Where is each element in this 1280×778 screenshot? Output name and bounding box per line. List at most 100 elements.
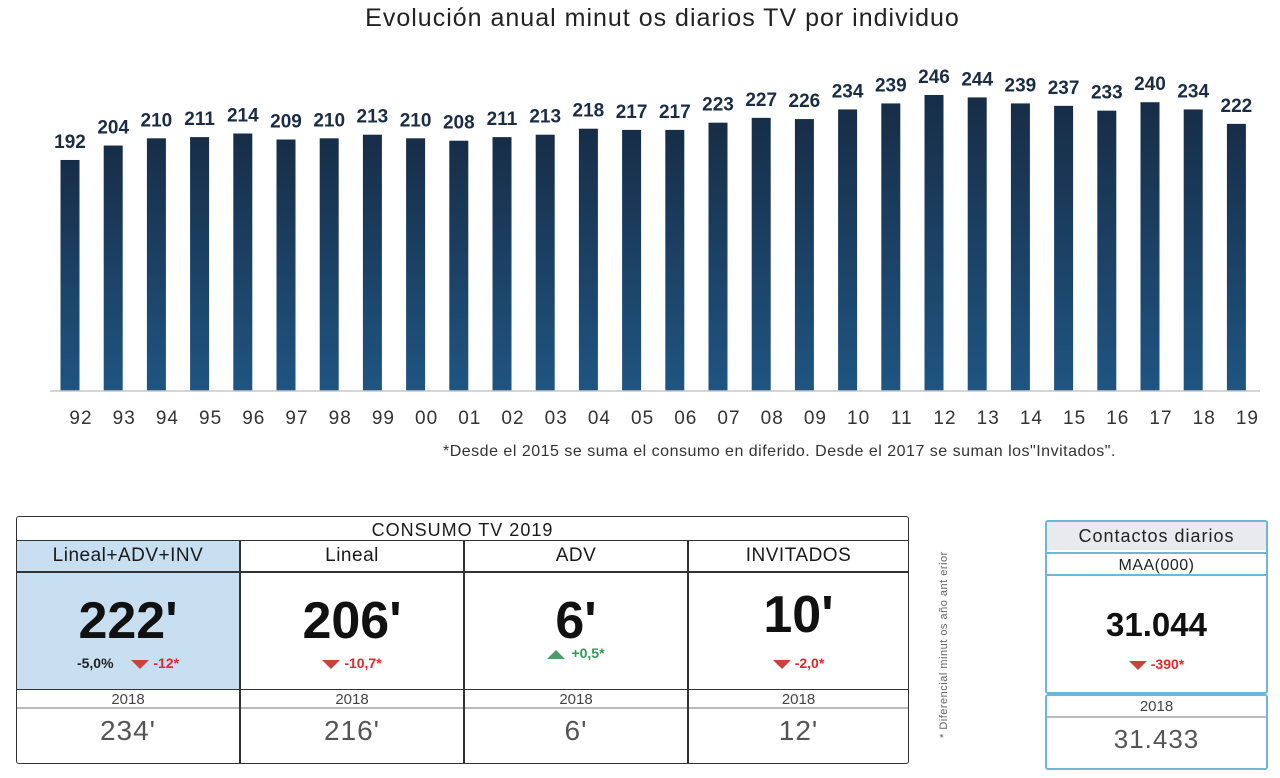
up-triangle-icon xyxy=(547,649,566,659)
x-tick-label: 94 xyxy=(156,408,179,429)
x-tick-label: 97 xyxy=(285,408,308,429)
column-divider xyxy=(463,541,465,763)
bar-17 xyxy=(1140,102,1160,391)
x-tick-label: 92 xyxy=(69,408,92,429)
x-tick-label: 12 xyxy=(933,408,956,429)
bar-value-label: 210 xyxy=(313,110,345,131)
bar-value-label: 214 xyxy=(227,106,259,127)
delta-value-total: -12* xyxy=(153,655,180,671)
bar-05 xyxy=(622,129,642,392)
year-label-adv: 2018 xyxy=(465,689,687,709)
chart-title: Evolución anual minut os diarios TV por … xyxy=(365,4,960,32)
x-tick-label: 15 xyxy=(1063,408,1086,429)
x-tick-label: 14 xyxy=(1020,408,1043,429)
x-tick-label: 00 xyxy=(415,408,438,429)
bar-08 xyxy=(751,117,771,391)
x-tick-label: 05 xyxy=(631,408,654,429)
x-tick-label: 95 xyxy=(199,408,222,429)
consumo-col-invitados: INVITADOS 10' -2,0* 2018 12' xyxy=(689,541,908,763)
col-header-total: Lineal+ADV+INV xyxy=(17,541,239,573)
value-adv: 6' xyxy=(555,592,597,650)
bar-13 xyxy=(967,97,987,392)
bar-94 xyxy=(146,138,166,391)
chart-footnote: *Desde el 2015 se suma el consumo en dif… xyxy=(443,443,1116,460)
col-main-lineal: 206' -10,7* xyxy=(241,573,463,689)
prev-value-invitados: 12' xyxy=(778,715,819,746)
bar-04 xyxy=(578,128,598,392)
bar-value-label: 239 xyxy=(875,75,907,96)
x-tick-label: 06 xyxy=(674,408,697,429)
bar-09 xyxy=(794,119,814,392)
year-label-invitados: 2018 xyxy=(689,689,908,709)
delta-total: -5,0% -12* xyxy=(17,655,239,671)
bar-value-label: 218 xyxy=(573,101,605,122)
x-tick-label: 19 xyxy=(1236,408,1259,429)
delta-invitados: -2,0* xyxy=(689,655,908,671)
bar-93 xyxy=(103,145,123,391)
x-tick-label: 17 xyxy=(1149,408,1172,429)
bar-99 xyxy=(362,134,382,391)
side-note-text: * Diferencial minut os año ant erior xyxy=(938,551,950,738)
bar-value-label: 209 xyxy=(270,112,302,133)
year-label-total: 2018 xyxy=(17,689,239,709)
bar-96 xyxy=(233,133,253,391)
contactos-panel: Contactos diarios MAA(000) 31.044 -390* xyxy=(1045,520,1268,694)
bar-18 xyxy=(1183,109,1203,391)
bar-value-label: 233 xyxy=(1091,83,1123,104)
bar-value-label: 234 xyxy=(1177,81,1209,102)
x-tick-label: 09 xyxy=(804,408,827,429)
bar-value-label: 227 xyxy=(745,90,777,111)
bar-03 xyxy=(535,134,555,391)
bar-value-label: 234 xyxy=(832,81,864,102)
column-divider xyxy=(687,541,689,763)
bar-12 xyxy=(924,95,944,391)
x-tick-label: 99 xyxy=(372,408,395,429)
down-triangle-icon xyxy=(772,659,791,669)
delta-adv: +0,5* xyxy=(465,645,687,661)
contactos-subtitle: MAA(000) xyxy=(1047,552,1266,576)
x-tick-label: 10 xyxy=(847,408,870,429)
down-triangle-icon xyxy=(322,659,341,669)
bar-95 xyxy=(190,137,210,391)
bar-00 xyxy=(406,138,426,391)
x-tick-label: 11 xyxy=(891,408,913,429)
delta-lineal: -10,7* xyxy=(241,655,463,671)
consumo-col-total: Lineal+ADV+INV 222' -5,0% -12* 2018 234' xyxy=(17,541,239,763)
bar-value-label: 240 xyxy=(1134,74,1166,95)
prev-value-total: 234' xyxy=(99,715,157,746)
bar-11 xyxy=(881,103,901,392)
bar-92 xyxy=(60,159,80,391)
contactos-delta-value: -390* xyxy=(1150,656,1185,672)
down-triangle-icon xyxy=(131,659,150,669)
contactos-prev-panel: 2018 31.433 xyxy=(1045,694,1268,770)
bars-group: 192 92 204 93 210 94 211 95 214 96 209 97 210 98 213 99… xyxy=(54,67,1259,429)
bar-value-label: 211 xyxy=(184,109,215,130)
delta-pct-total: -5,0% xyxy=(76,655,114,671)
contactos-delta: -390* xyxy=(1047,656,1266,672)
value-invitados: 10' xyxy=(763,586,834,644)
value-lineal: 206' xyxy=(302,592,402,650)
col-main-total: 222' -5,0% -12* xyxy=(17,573,239,689)
year-label-lineal: 2018 xyxy=(241,689,463,709)
x-tick-label: 07 xyxy=(717,408,740,429)
bar-97 xyxy=(276,139,296,391)
prev-value-lineal: 216' xyxy=(323,715,381,746)
consumo-col-lineal: Lineal 206' -10,7* 2018 216' xyxy=(241,541,463,763)
x-tick-label: 04 xyxy=(588,408,611,429)
down-triangle-icon xyxy=(1128,660,1147,670)
x-tick-label: 01 xyxy=(458,408,481,429)
bar-value-label: 204 xyxy=(97,118,129,139)
prev-value-adv: 6' xyxy=(564,715,588,746)
bar-16 xyxy=(1097,110,1117,391)
x-tick-label: 08 xyxy=(761,408,784,429)
contactos-title: Contactos diarios xyxy=(1047,522,1266,550)
bar-value-label: 246 xyxy=(918,67,950,88)
delta-value-lineal: -10,7* xyxy=(344,655,382,671)
value-total: 222' xyxy=(78,592,178,650)
contactos-year: 2018 xyxy=(1047,696,1266,718)
col-main-invitados: 10' -2,0* xyxy=(689,573,908,689)
bar-value-label: 239 xyxy=(1005,75,1037,96)
x-tick-label: 96 xyxy=(242,408,265,429)
x-tick-label: 02 xyxy=(501,408,524,429)
contactos-prev-value: 31.433 xyxy=(1113,724,1200,754)
